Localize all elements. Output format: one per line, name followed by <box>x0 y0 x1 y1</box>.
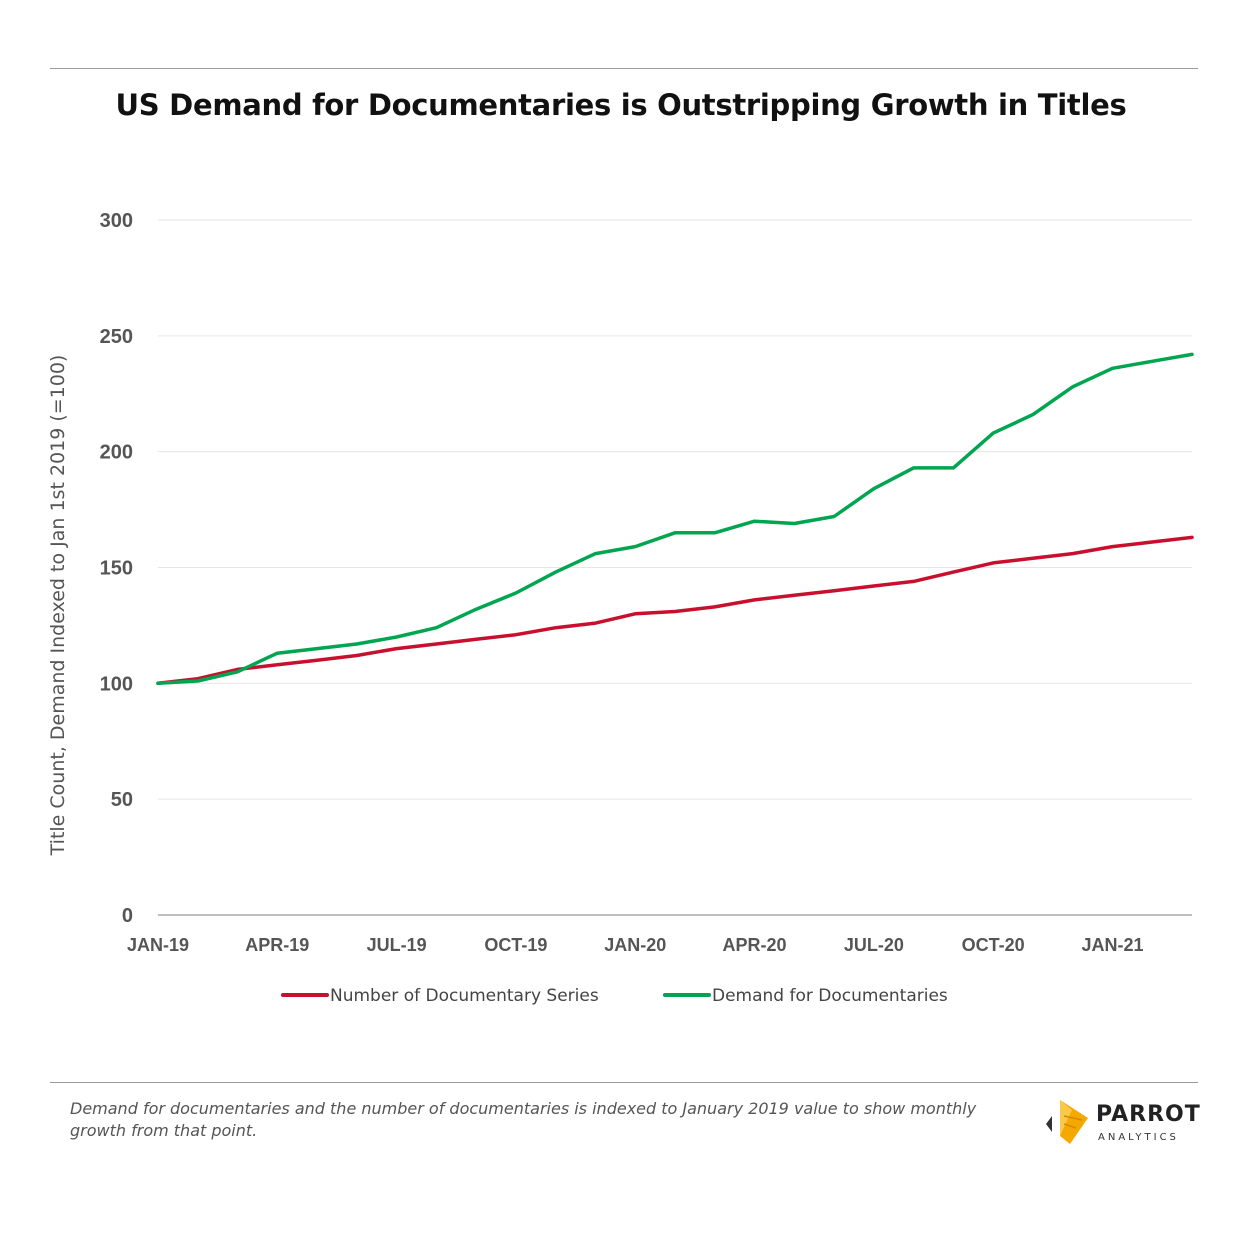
x-tick-label: JUL-19 <box>367 935 427 955</box>
y-tick-label: 150 <box>100 558 133 580</box>
chart-title: US Demand for Documentaries is Outstripp… <box>115 88 1127 122</box>
y-tick-label: 50 <box>111 789 133 811</box>
legend-label: Demand for Documentaries <box>712 986 948 1006</box>
x-tick-label: APR-19 <box>245 935 309 955</box>
y-tick-label: 300 <box>100 210 133 232</box>
line-chart: 0 50 100 150 200 250 300 JAN-19 APR-19 JUL-19 OCT… <box>47 210 1194 1006</box>
x-tick-label: JAN-20 <box>604 935 666 955</box>
y-tick-label: 0 <box>122 905 133 927</box>
x-tick-label: JAN-21 <box>1081 935 1143 955</box>
y-axis-label: Title Count, Demand Indexed to Jan 1st 2… <box>47 355 69 857</box>
legend-label: Number of Documentary Series <box>330 986 599 1006</box>
series-line-demand <box>156 352 1194 686</box>
parrot-logo-icon <box>1046 1100 1088 1144</box>
x-axis-ticks: JAN-19 APR-19 JUL-19 OCT-19 JAN-20 APR-20 JUL-… <box>127 935 1143 955</box>
gridlines <box>158 219 1192 800</box>
legend: Number of Documentary Series Demand for D… <box>281 986 948 1006</box>
x-tick-label: JUL-20 <box>844 935 904 955</box>
series-lines <box>156 352 1194 686</box>
y-axis-ticks: 0 50 100 150 200 250 300 <box>100 210 133 927</box>
x-tick-label: OCT-20 <box>962 935 1025 955</box>
y-tick-label: 200 <box>100 442 133 464</box>
y-tick-label: 250 <box>100 326 133 348</box>
brand-logo: PARROT ANALYTICS <box>1042 1096 1202 1152</box>
brand-subtitle: ANALYTICS <box>1098 1132 1179 1143</box>
bottom-divider <box>50 1082 1198 1083</box>
x-tick-label: APR-20 <box>723 935 787 955</box>
x-tick-label: JAN-19 <box>127 935 189 955</box>
footnote: Demand for documentaries and the number … <box>70 1099 977 1140</box>
y-tick-label: 100 <box>100 673 133 695</box>
top-divider <box>50 68 1198 69</box>
series-line-documentary-series <box>156 535 1194 686</box>
x-tick-label: OCT-19 <box>484 935 547 955</box>
brand-name: PARROT <box>1096 1102 1201 1127</box>
